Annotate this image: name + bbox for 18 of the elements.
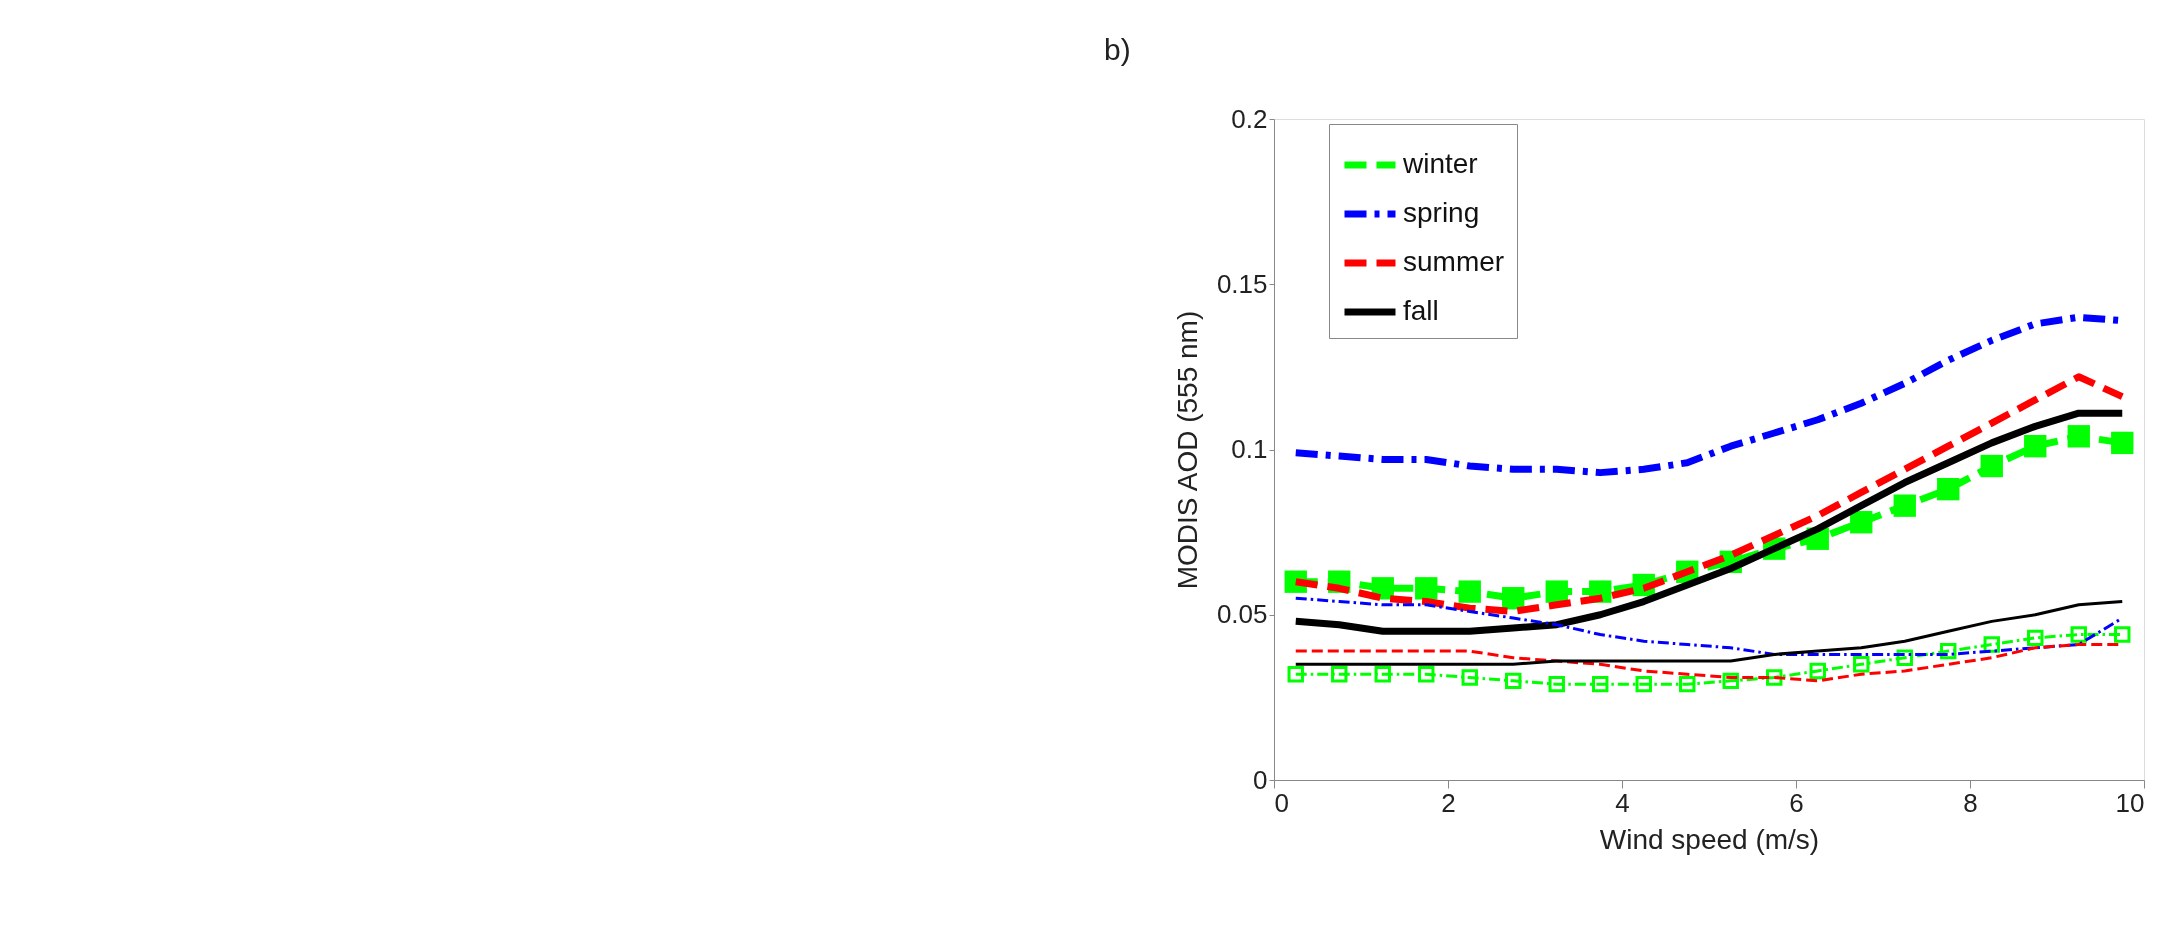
x-axis-title: Wind speed (m/s)	[1599, 823, 1820, 855]
x-tick-label: 0	[1274, 787, 1289, 818]
y-tick-label: 0	[1253, 764, 1268, 795]
x-tick-label: 4	[1615, 787, 1630, 818]
y-tick-label: 0.2	[1231, 103, 1268, 134]
x-tick-label: 8	[1963, 787, 1978, 818]
y-tick-label: 0.1	[1231, 434, 1268, 464]
legend-label: summer	[1403, 246, 1505, 277]
legend-label: winter	[1402, 148, 1478, 179]
legend-label: spring	[1403, 197, 1480, 228]
legend-label: fall	[1403, 295, 1439, 326]
y-tick-label: 0.05	[1216, 599, 1268, 630]
x-tick-label: 10	[2115, 787, 2145, 818]
y-tick-label: 0.15	[1216, 268, 1268, 299]
x-tick-label: 6	[1789, 787, 1804, 818]
y-axis-title: MODIS AOD (555 nm)	[1171, 310, 1203, 590]
x-tick-label: 2	[1441, 787, 1456, 818]
chart-title: b)	[1104, 33, 1131, 66]
